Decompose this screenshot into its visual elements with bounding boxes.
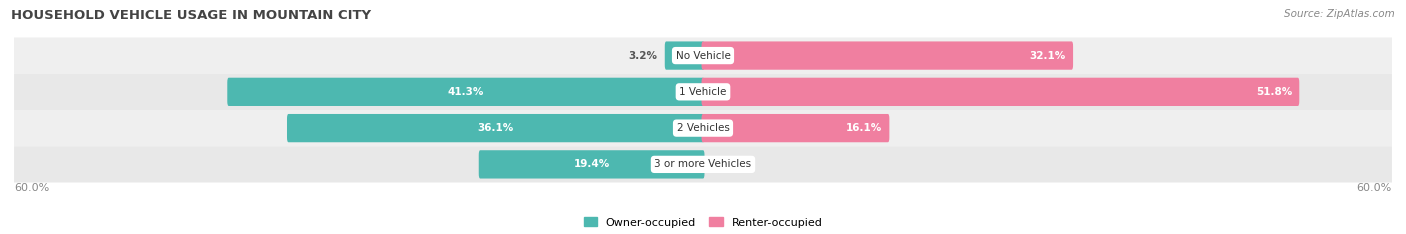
FancyBboxPatch shape (287, 114, 704, 142)
Text: 51.8%: 51.8% (1256, 87, 1292, 97)
Legend: Owner-occupied, Renter-occupied: Owner-occupied, Renter-occupied (579, 213, 827, 232)
FancyBboxPatch shape (702, 114, 890, 142)
FancyBboxPatch shape (14, 74, 1392, 110)
Text: 2 Vehicles: 2 Vehicles (676, 123, 730, 133)
FancyBboxPatch shape (14, 37, 1392, 74)
Text: 60.0%: 60.0% (1357, 183, 1392, 193)
Text: 41.3%: 41.3% (447, 87, 484, 97)
Text: 19.4%: 19.4% (574, 159, 610, 169)
Text: 1 Vehicle: 1 Vehicle (679, 87, 727, 97)
Text: Source: ZipAtlas.com: Source: ZipAtlas.com (1284, 9, 1395, 19)
Text: 60.0%: 60.0% (14, 183, 49, 193)
FancyBboxPatch shape (14, 110, 1392, 146)
Text: 36.1%: 36.1% (478, 123, 513, 133)
Text: No Vehicle: No Vehicle (675, 51, 731, 61)
FancyBboxPatch shape (702, 41, 1073, 70)
Text: 3 or more Vehicles: 3 or more Vehicles (654, 159, 752, 169)
Text: 0.0%: 0.0% (713, 159, 741, 169)
Text: 3.2%: 3.2% (628, 51, 657, 61)
Text: 16.1%: 16.1% (846, 123, 882, 133)
Text: 32.1%: 32.1% (1029, 51, 1066, 61)
FancyBboxPatch shape (479, 150, 704, 179)
FancyBboxPatch shape (665, 41, 704, 70)
FancyBboxPatch shape (702, 78, 1299, 106)
Text: HOUSEHOLD VEHICLE USAGE IN MOUNTAIN CITY: HOUSEHOLD VEHICLE USAGE IN MOUNTAIN CITY (11, 9, 371, 22)
FancyBboxPatch shape (14, 146, 1392, 183)
FancyBboxPatch shape (228, 78, 704, 106)
